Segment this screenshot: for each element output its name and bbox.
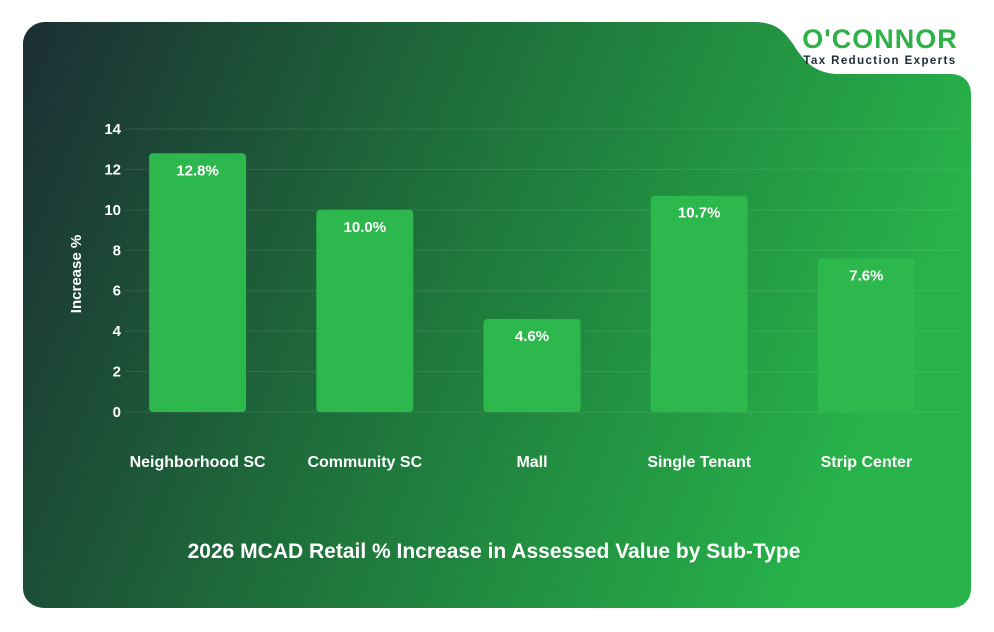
brand-name: O'CONNOR	[802, 24, 958, 54]
y-axis-label: Increase %	[68, 235, 85, 313]
bar-data-label: 10.0%	[344, 219, 387, 236]
bar	[650, 195, 748, 412]
y-axis: 0 2 4 6 8 10 12 14	[104, 121, 121, 421]
bar	[483, 319, 581, 412]
y-tick-label: 0	[113, 404, 121, 421]
bar-data-label: 4.6%	[515, 328, 549, 345]
bar-data-label: 7.6%	[849, 267, 883, 284]
bars: 12.8% 10.0% 4.6% 10.7% 7.6%	[149, 153, 915, 412]
bar	[149, 153, 247, 412]
y-tick-label: 12	[104, 161, 121, 178]
x-tick-label: Single Tenant	[647, 454, 751, 471]
bar	[316, 209, 414, 412]
x-tick-label: Neighborhood SC	[130, 454, 266, 471]
y-tick-label: 8	[113, 242, 121, 259]
chart-title: 2026 MCAD Retail % Increase in Assessed …	[187, 540, 801, 563]
y-tick-label: 6	[113, 283, 121, 300]
y-tick-label: 14	[104, 121, 121, 138]
bar-chart: 0 2 4 6 8 10 12 14 12.8% 10.0% 4.6% 10.7% 7.6% Neig…	[23, 22, 971, 608]
chart-card: 0 2 4 6 8 10 12 14 12.8% 10.0% 4.6% 10.7% 7.6% Neig…	[23, 22, 971, 608]
bar	[817, 258, 915, 412]
bar-data-label: 10.7%	[678, 205, 721, 222]
brand-tagline: Tax Reduction Experts	[803, 55, 957, 67]
x-tick-label: Mall	[516, 454, 547, 471]
x-tick-label: Community SC	[307, 454, 422, 471]
y-tick-label: 10	[104, 202, 121, 219]
brand-logo: O'CONNOR Tax Reduction Experts	[790, 22, 970, 70]
card-background	[23, 22, 971, 608]
y-tick-label: 4	[113, 323, 122, 340]
x-axis: Neighborhood SC Community SC Mall Single Te…	[130, 454, 913, 471]
bar-data-label: 12.8%	[176, 162, 219, 179]
x-tick-label: Strip Center	[821, 454, 913, 471]
y-tick-label: 2	[113, 364, 121, 381]
